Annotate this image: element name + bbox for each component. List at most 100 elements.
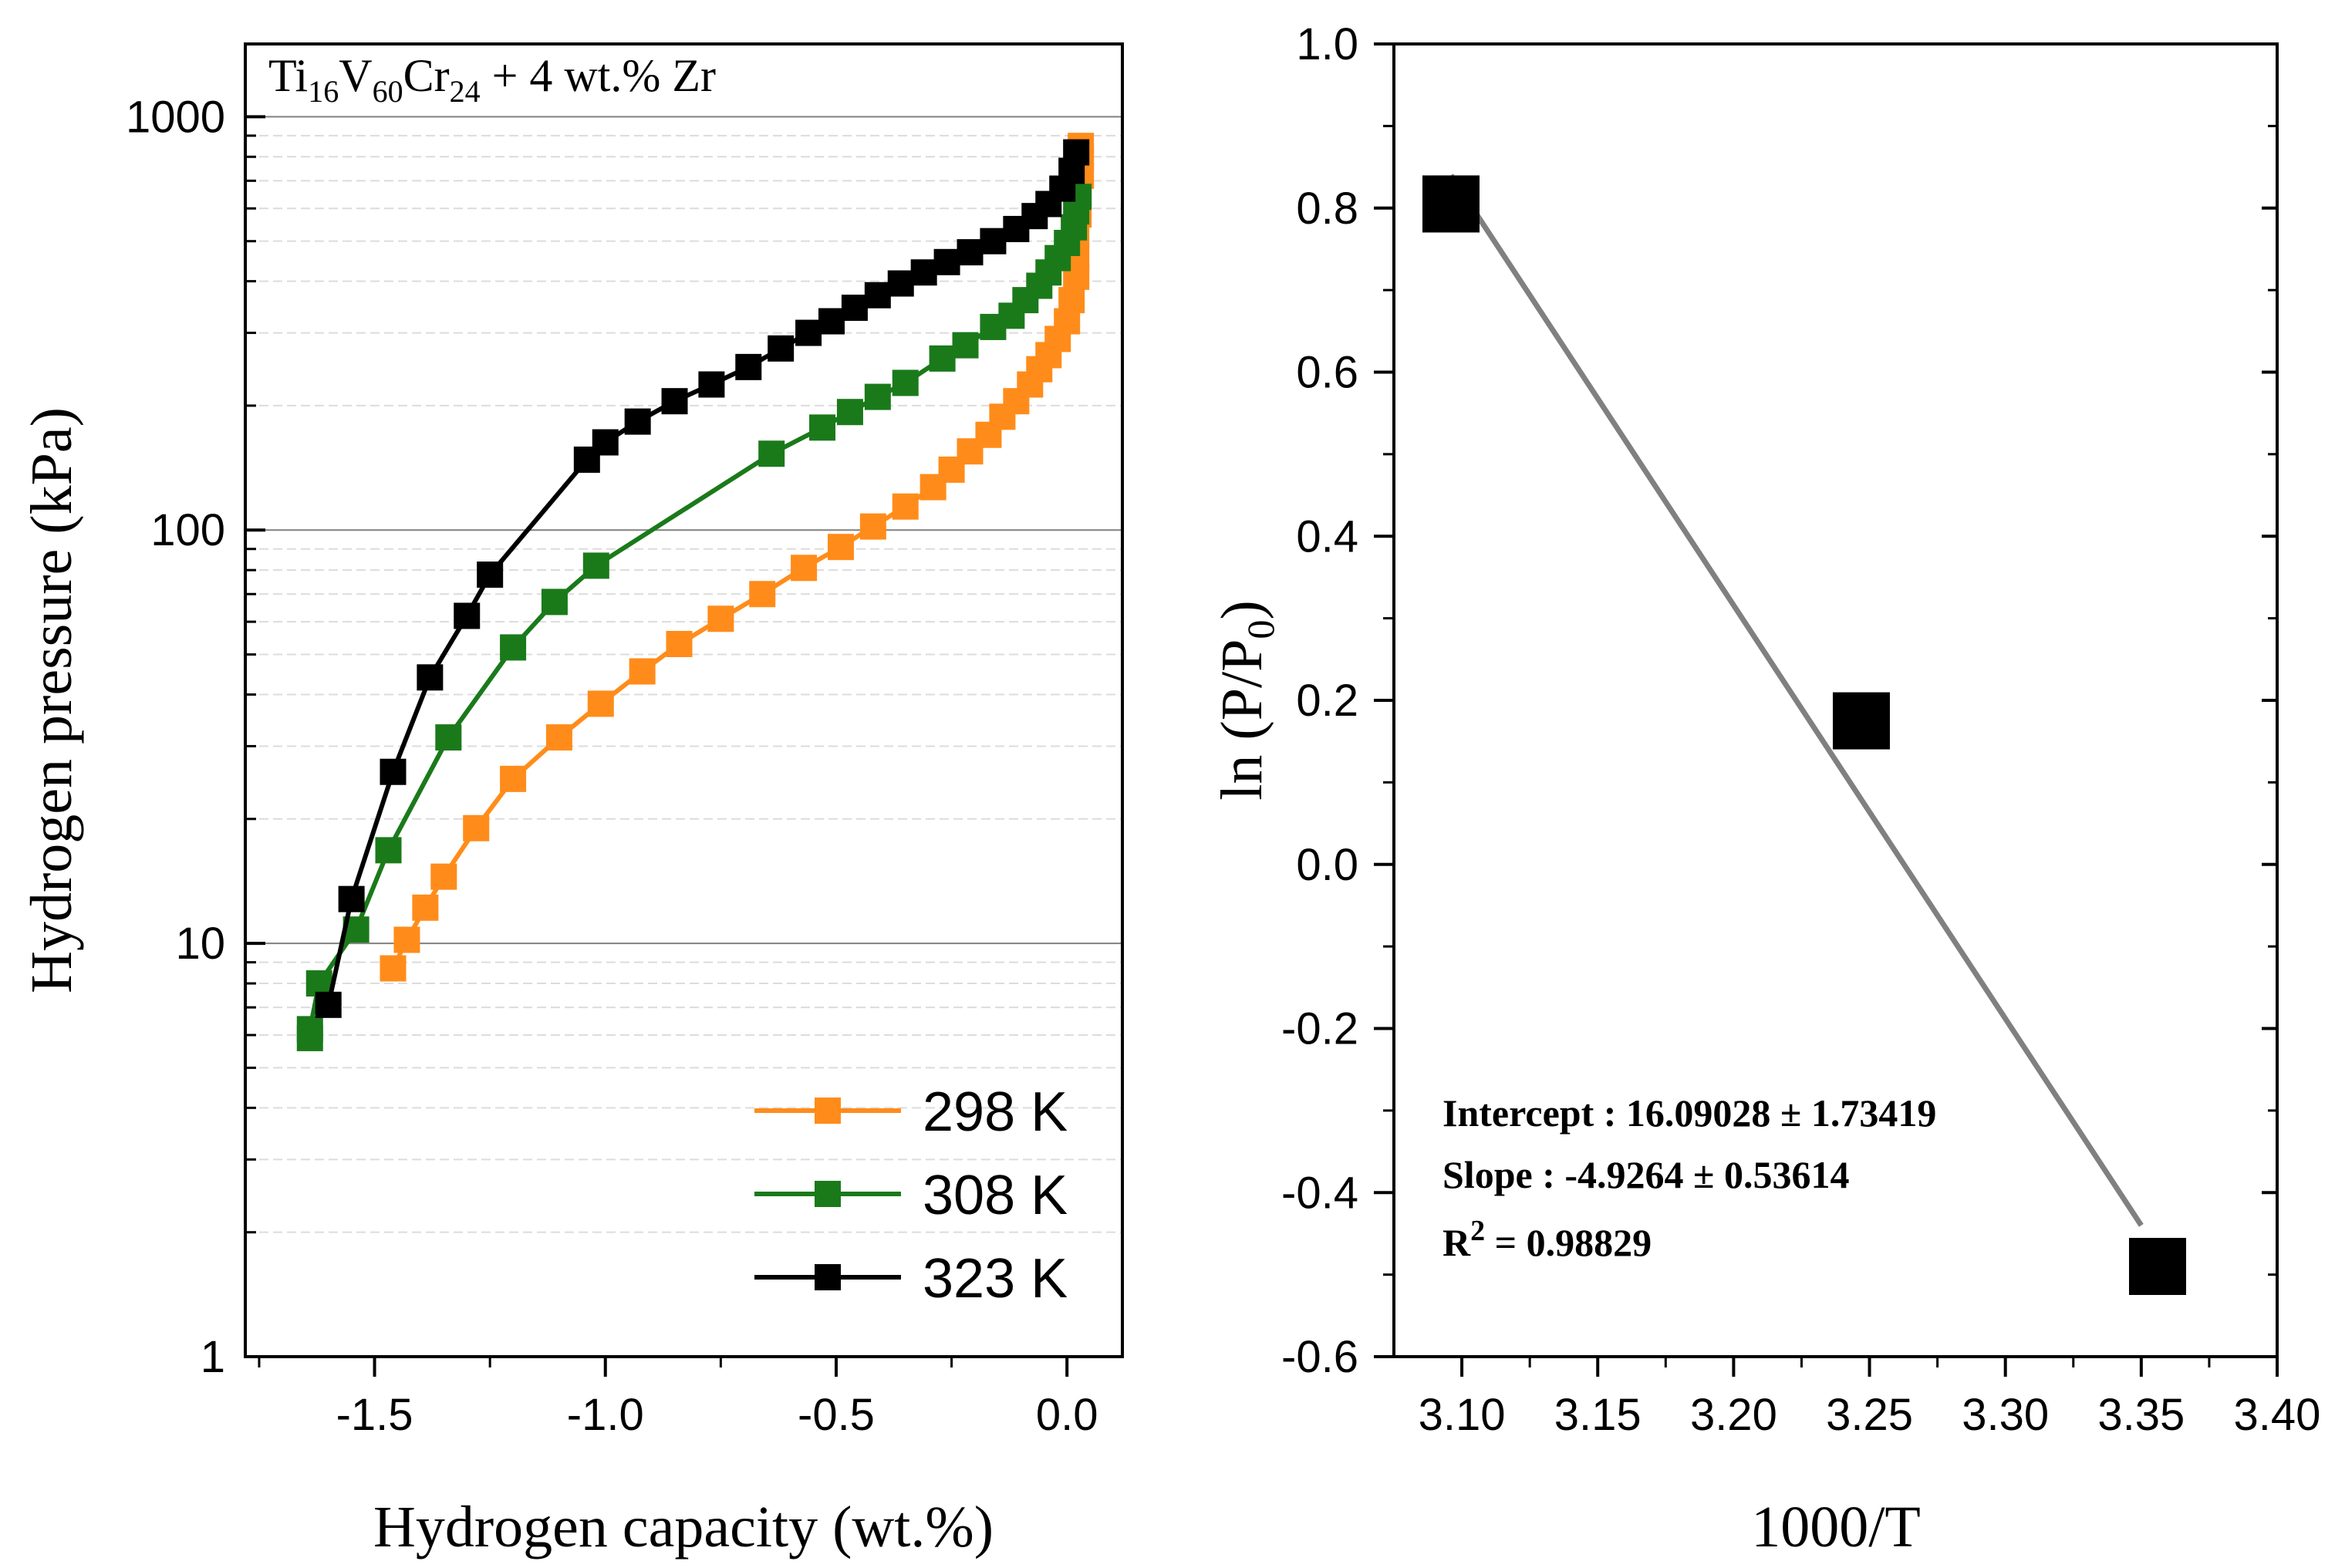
data-point (375, 837, 402, 864)
ylabel-post: ) (1210, 600, 1274, 619)
data-point (758, 440, 785, 467)
title-sub-60: 60 (373, 74, 403, 109)
x-tick-label: -0.5 (798, 1390, 875, 1440)
r-squared-text: R2 = 0.98829 (1443, 1215, 1652, 1264)
y-tick-label: 0.0 (1296, 840, 1358, 890)
left-series (296, 133, 1095, 1051)
ylabel-pre: ln (P/P (1210, 639, 1274, 801)
data-point (661, 388, 688, 415)
data-point (629, 658, 656, 685)
legend-marker (815, 1181, 841, 1207)
data-point (735, 353, 762, 380)
data-point (592, 429, 619, 456)
right-ticks: -0.6 -0.4 -0.2 0.0 0.2 0.4 0.6 0.8 1.0 3.10 3.15 3.… (1281, 19, 2320, 1440)
data-point (952, 332, 979, 359)
data-point (791, 555, 818, 582)
y-tick-label: 0.4 (1296, 511, 1358, 561)
r2-label: R (1443, 1221, 1471, 1264)
y-tick-label: 1000 (126, 92, 225, 142)
data-point (412, 894, 439, 921)
y-tick-label: 0.8 (1296, 184, 1358, 234)
data-point (836, 399, 863, 426)
data-point (315, 991, 342, 1018)
data-point (957, 239, 984, 266)
x-tick-label: -1.5 (336, 1390, 413, 1440)
intercept-text: Intercept : 16.09028 ± 1.73419 (1443, 1091, 1936, 1135)
r2-superscript: 2 (1470, 1215, 1485, 1247)
data-point (666, 630, 693, 657)
left-ticks: 1 10 100 1000 -1.5 -1.0 -0.5 0.0 (126, 92, 1098, 1440)
legend-label: 298 K (923, 1081, 1068, 1143)
ylabel-sub: 0 (1239, 620, 1282, 639)
left-plot-frame (244, 42, 1124, 1358)
series-line-298k (390, 146, 1084, 969)
fit-annotation: Intercept : 16.09028 ± 1.73419 Slope : -… (1443, 1091, 1936, 1264)
data-point (1058, 287, 1085, 314)
data-point (827, 534, 854, 561)
data-point (500, 765, 527, 792)
data-point (768, 335, 795, 362)
y-tick-label: 0.2 (1296, 676, 1358, 726)
data-point (477, 561, 504, 588)
right-y-axis-title: ln (P/P0) (1210, 600, 1282, 800)
data-point (545, 724, 572, 751)
x-tick-label: 3.40 (2234, 1390, 2321, 1440)
right-series (1422, 175, 2186, 1295)
data-point (500, 634, 527, 661)
left-y-axis-title: Hydrogen pressure (kPa) (19, 407, 84, 993)
data-point (841, 295, 868, 322)
data-point (393, 926, 420, 953)
y-tick-label: 100 (150, 505, 225, 555)
data-point (795, 319, 822, 346)
title-v: V (339, 50, 372, 101)
data-point (809, 414, 836, 441)
x-tick-label: 0.0 (1036, 1390, 1098, 1440)
data-point (587, 690, 614, 717)
data-point (892, 493, 919, 520)
x-tick-label: 3.15 (1554, 1390, 1642, 1440)
data-point (430, 863, 457, 890)
y-tick-label: 1 (201, 1332, 225, 1382)
y-tick-label: 10 (175, 919, 225, 969)
y-tick-label: -0.6 (1281, 1332, 1358, 1382)
x-tick-label: 3.20 (1690, 1390, 1777, 1440)
title-rest: + 4 wt.% Zr (481, 50, 716, 101)
x-tick-label: 3.35 (2097, 1390, 2185, 1440)
data-point (338, 885, 365, 912)
legend-label: 323 K (923, 1248, 1068, 1310)
data-point (698, 371, 725, 398)
title-sub-24: 24 (450, 74, 481, 109)
data-point (910, 259, 937, 286)
y-tick-label: -0.2 (1281, 1004, 1358, 1054)
data-point (859, 513, 886, 540)
data-point (435, 724, 462, 751)
data-point (463, 814, 490, 841)
x-tick-label: -1.0 (567, 1390, 644, 1440)
left-title: Ti16V60Cr24 + 4 wt.% Zr (268, 50, 716, 109)
data-point (2128, 1237, 2186, 1295)
data-point (929, 345, 956, 372)
data-point (380, 955, 407, 982)
legend-label: 308 K (923, 1165, 1068, 1226)
left-chart: 1 10 100 1000 -1.5 -1.0 -0.5 0.0 Ti16V60Cr24 + … (19, 42, 1124, 1560)
x-tick-label: 3.30 (1962, 1390, 2049, 1440)
slope-text: Slope : -4.9264 ± 0.53614 (1443, 1153, 1849, 1196)
data-point (1063, 139, 1090, 166)
right-x-axis-title: 1000/T (1751, 1495, 1921, 1560)
title-cr: Cr (403, 50, 450, 101)
data-point (892, 369, 919, 396)
data-point (296, 1016, 323, 1043)
left-legend: 298 K 308 K 323 K (754, 1081, 1068, 1310)
data-point (887, 270, 914, 297)
data-point (818, 308, 845, 335)
title-sub-16: 16 (308, 74, 339, 109)
data-point (624, 408, 651, 435)
x-tick-label: 3.25 (1826, 1390, 1913, 1440)
y-tick-label: -0.4 (1281, 1168, 1358, 1218)
y-tick-label: 1.0 (1296, 19, 1358, 69)
data-point (1832, 692, 1890, 750)
legend-marker (815, 1264, 841, 1290)
left-x-axis-title: Hydrogen capacity (wt.%) (373, 1495, 994, 1560)
data-point (541, 588, 568, 615)
